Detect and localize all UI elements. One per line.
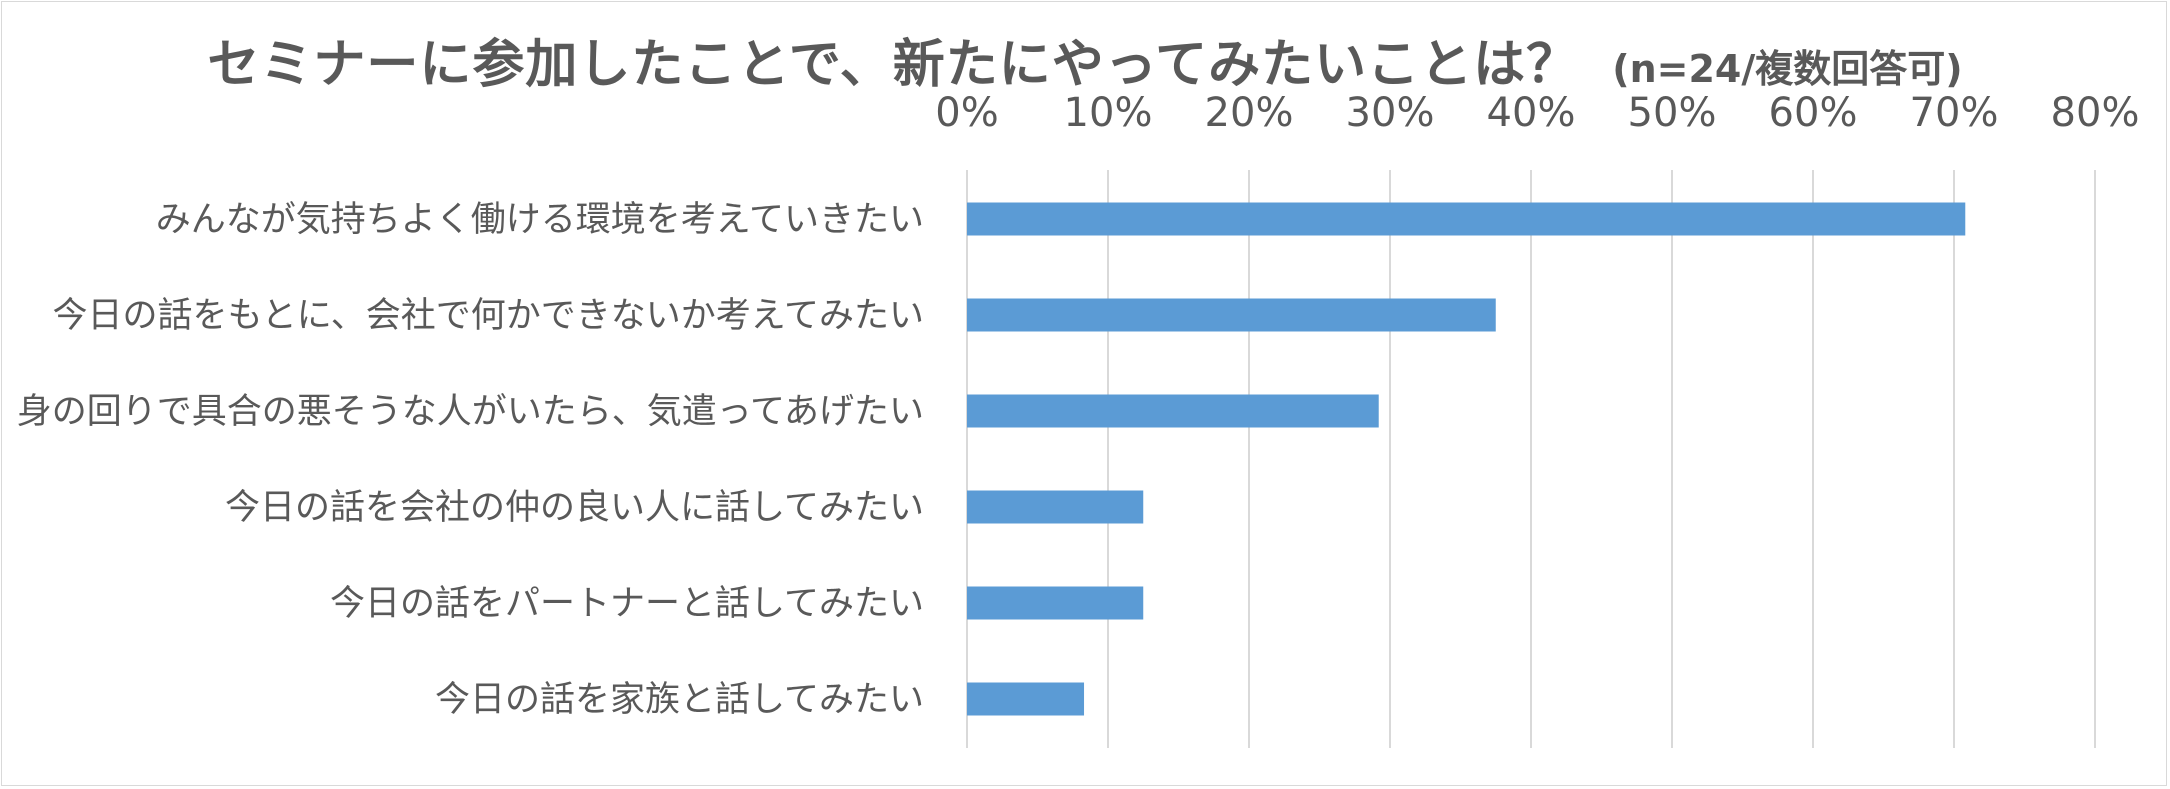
bar-2 bbox=[967, 298, 1496, 332]
x-tick-label-30: 30% bbox=[1346, 90, 1435, 136]
category-label-1: みんなが気持ちよく働ける環境を考えていきたい bbox=[156, 200, 924, 240]
category-label-2: 今日の話をもとに、会社で何かできないか考えてみたい bbox=[52, 296, 924, 336]
category-label-5: 今日の話をパートナーと話してみたい bbox=[330, 584, 924, 624]
category-label-4: 今日の話を会社の仲の良い人に話してみたい bbox=[225, 488, 924, 528]
chart-title-main: セミナーに参加したことで、新たにやってみたいことは？ bbox=[207, 35, 1580, 95]
x-tick-label-70: 70% bbox=[1910, 90, 1999, 136]
x-tick-label-50: 50% bbox=[1628, 90, 1717, 136]
chart-subtitle: (n=24/複数回答可) bbox=[1612, 47, 1963, 91]
category-label-6: 今日の話を家族と話してみたい bbox=[435, 680, 924, 720]
bar-3 bbox=[967, 394, 1379, 428]
bar-1 bbox=[967, 202, 1966, 236]
bar-4 bbox=[967, 490, 1144, 524]
chart-title: セミナーに参加したことで、新たにやってみたいことは？ (n=24/複数回答可) bbox=[0, 22, 2170, 97]
x-tick-label-10: 10% bbox=[1064, 90, 1153, 136]
bar-6 bbox=[967, 682, 1085, 716]
bar-5 bbox=[967, 586, 1144, 620]
x-tick-label-20: 20% bbox=[1205, 90, 1294, 136]
x-tick-label-60: 60% bbox=[1769, 90, 1858, 136]
x-tick-label-80: 80% bbox=[2051, 90, 2140, 136]
category-label-3: 身の回りで具合の悪そうな人がいたら、気遣ってあげたい bbox=[17, 392, 924, 432]
x-tick-label-0: 0% bbox=[935, 90, 998, 136]
x-tick-label-40: 40% bbox=[1487, 90, 1576, 136]
